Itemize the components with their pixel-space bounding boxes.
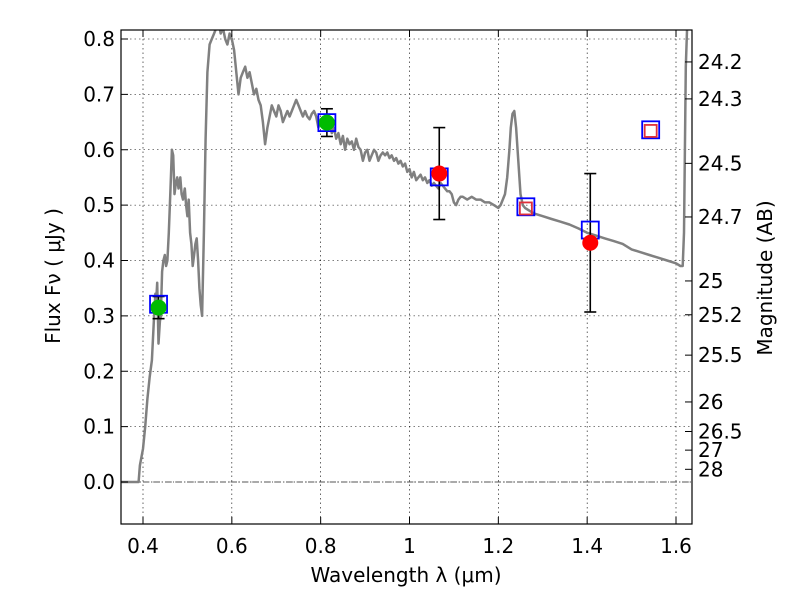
- magnitude-tick-label: 25: [698, 269, 723, 293]
- y-tick-label: 0.4: [83, 249, 115, 273]
- y-axis-ticks: 0.0 0.1 0.2 0.3 0.4 0.5 0.6 0.7 0.8: [83, 27, 128, 494]
- magnitude-tick-label: 25.5: [698, 343, 743, 367]
- magnitude-tick-label: 28: [698, 457, 723, 481]
- y-tick-label: 0.8: [83, 27, 115, 51]
- magnitude-tick-label: 26: [698, 390, 723, 414]
- sed-line: [121, 30, 689, 484]
- x-tick-label: 1.4: [571, 534, 603, 558]
- magnitude-tick-label: 26.5: [698, 419, 743, 443]
- magnitude-tick-label: 27: [698, 438, 723, 462]
- x-tick-label: 1.2: [482, 534, 514, 558]
- magnitude-tick-label: 24.2: [698, 50, 743, 74]
- x-axis-label: Wavelength λ (μm): [310, 563, 501, 587]
- grid: [121, 30, 692, 524]
- x-axis-ticks: 0.4 0.6 0.8 1 1.2 1.4 1.6: [127, 30, 692, 558]
- y-tick-label: 0.5: [83, 193, 115, 217]
- magnitude-tick-label: 25.2: [698, 303, 743, 327]
- y-tick-label: 0.7: [83, 82, 115, 106]
- x-tick-label: 1: [403, 534, 416, 558]
- photometry-point: [582, 234, 599, 251]
- photometry-point: [431, 165, 448, 182]
- y-tick-label: 0.6: [83, 138, 115, 162]
- magnitude-tick-label: 24.5: [698, 151, 743, 175]
- magnitude-tick-label: 24.7: [698, 205, 743, 229]
- x-tick-label: 1.6: [660, 534, 692, 558]
- magnitude-tick-label: 24.3: [698, 87, 743, 111]
- y-tick-label: 0.3: [83, 304, 115, 328]
- plot-area: [121, 30, 692, 484]
- model-square-marker: [641, 120, 661, 140]
- markers: [149, 107, 661, 320]
- model-square-marker: [317, 113, 337, 133]
- y-axis-label: Flux Fν ( μJy ): [41, 208, 65, 344]
- plot-frame: [120, 29, 693, 525]
- x-tick-label: 0.8: [305, 534, 337, 558]
- x-tick-label: 0.6: [216, 534, 248, 558]
- photometry-point: [150, 299, 167, 316]
- magnitude-axis-label: Magnitude (AB): [753, 200, 777, 355]
- photometry-point: [318, 114, 335, 131]
- model-square-marker: [643, 124, 658, 138]
- y-tick-label: 0.1: [83, 415, 115, 439]
- y-tick-label: 0.0: [83, 470, 115, 494]
- model-square-marker: [518, 201, 533, 216]
- x-tick-label: 0.4: [127, 534, 159, 558]
- y-tick-label: 0.2: [83, 359, 115, 383]
